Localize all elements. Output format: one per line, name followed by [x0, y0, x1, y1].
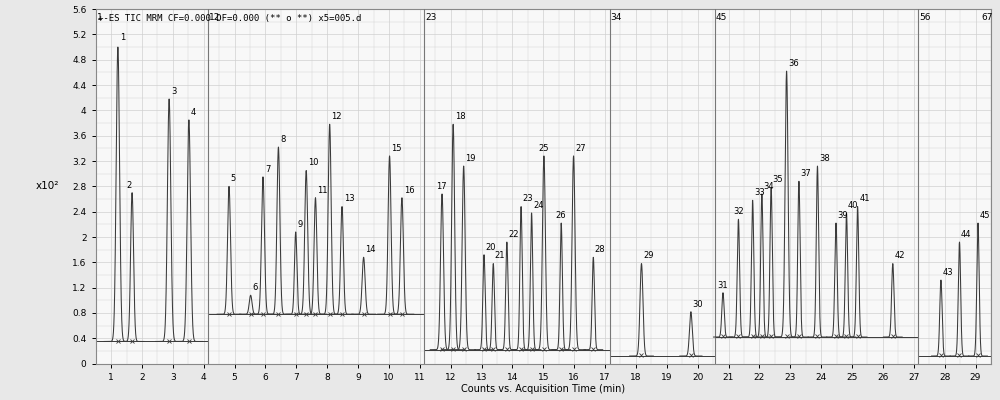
- Text: 11: 11: [317, 186, 328, 194]
- Text: 45: 45: [980, 211, 990, 220]
- Text: 42: 42: [894, 252, 905, 260]
- Text: 56: 56: [919, 13, 931, 22]
- Text: 12: 12: [332, 112, 342, 121]
- Text: 32: 32: [733, 207, 743, 216]
- Text: 24: 24: [533, 201, 544, 210]
- Text: 5: 5: [231, 174, 236, 183]
- Text: 31: 31: [717, 280, 728, 290]
- Text: 19: 19: [466, 154, 476, 163]
- Text: 15: 15: [391, 144, 402, 153]
- Text: 23: 23: [425, 13, 437, 22]
- Text: 39: 39: [838, 211, 848, 220]
- Text: 10: 10: [308, 158, 319, 167]
- Text: 36: 36: [788, 59, 799, 68]
- Text: 3: 3: [171, 87, 176, 96]
- Text: 16: 16: [404, 186, 414, 194]
- Text: 35: 35: [773, 176, 783, 184]
- Text: 9: 9: [297, 220, 302, 229]
- Text: 45: 45: [716, 13, 727, 22]
- Text: 38: 38: [819, 154, 830, 163]
- Text: 25: 25: [538, 144, 549, 153]
- Text: 33: 33: [754, 188, 765, 197]
- Text: 2: 2: [127, 180, 132, 190]
- Text: 40: 40: [848, 201, 859, 210]
- X-axis label: Counts vs. Acquisition Time (min): Counts vs. Acquisition Time (min): [461, 384, 625, 394]
- Text: 1: 1: [120, 33, 125, 42]
- Text: 17: 17: [436, 182, 447, 191]
- Text: 1: 1: [97, 13, 103, 22]
- Text: +-ES TIC MRM CF=0.000 DF=0.000 (** o **) x5=005.d: +-ES TIC MRM CF=0.000 DF=0.000 (** o **)…: [98, 14, 361, 23]
- Text: 6: 6: [252, 283, 258, 292]
- Text: 29: 29: [643, 252, 654, 260]
- Text: 13: 13: [344, 194, 354, 204]
- Text: 67: 67: [982, 13, 993, 22]
- Text: 22: 22: [508, 230, 519, 239]
- Text: 27: 27: [575, 144, 586, 153]
- Y-axis label: x10²: x10²: [36, 181, 59, 191]
- Text: 12: 12: [209, 13, 221, 22]
- Text: 37: 37: [800, 169, 811, 178]
- Text: 44: 44: [961, 230, 972, 239]
- Text: 4: 4: [191, 108, 196, 117]
- Text: 43: 43: [942, 268, 953, 277]
- Text: 41: 41: [859, 194, 870, 204]
- Text: 34: 34: [611, 13, 622, 22]
- Text: 23: 23: [523, 194, 533, 204]
- Text: 21: 21: [495, 252, 505, 260]
- Text: 26: 26: [556, 211, 566, 220]
- Text: 34: 34: [763, 182, 774, 191]
- Text: 14: 14: [365, 245, 376, 254]
- Text: 20: 20: [486, 242, 496, 252]
- Text: 18: 18: [455, 112, 466, 121]
- Text: 7: 7: [265, 165, 270, 174]
- Text: 8: 8: [280, 135, 286, 144]
- Text: 28: 28: [595, 245, 605, 254]
- Text: 30: 30: [693, 300, 703, 308]
